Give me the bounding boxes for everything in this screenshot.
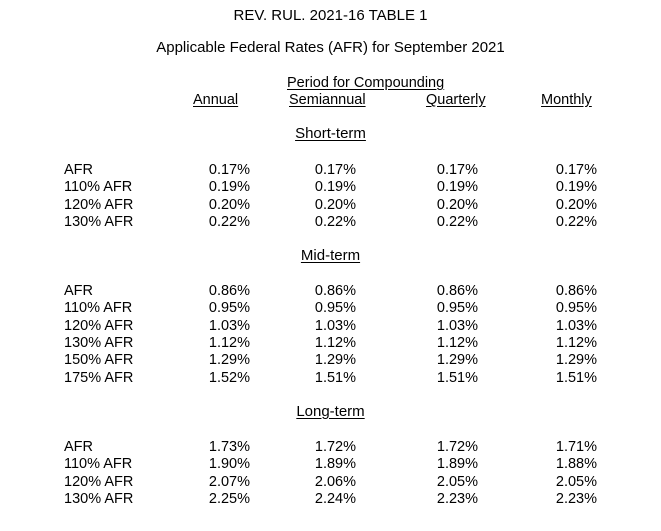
- period-for-compounding-header: Period for Compounding: [287, 75, 445, 91]
- rate-cell: 1.12%: [314, 334, 356, 351]
- rate-cell: 0.22%: [555, 213, 597, 230]
- rate-cell: 0.22%: [208, 213, 250, 230]
- document-subtitle: Applicable Federal Rates (AFR) for Septe…: [156, 39, 505, 56]
- table-row: 150% AFR 1.29% 1.29% 1.29% 1.29%: [0, 352, 661, 369]
- row-label: 130% AFR: [64, 213, 134, 230]
- document-title: REV. RUL. 2021-16 TABLE 1: [233, 7, 428, 24]
- rate-cell: 2.25%: [208, 490, 250, 507]
- row-label: 175% AFR: [64, 369, 134, 386]
- row-label: 120% AFR: [64, 317, 134, 334]
- rate-cell: 1.29%: [314, 352, 356, 369]
- table-row: 110% AFR 0.19% 0.19% 0.19% 0.19%: [0, 179, 661, 196]
- rate-cell: 1.29%: [208, 352, 250, 369]
- rate-cell: 0.86%: [208, 283, 250, 299]
- rate-cell: 0.17%: [314, 162, 356, 178]
- rate-cell: 0.17%: [208, 162, 250, 178]
- rate-cell: 0.20%: [555, 196, 597, 213]
- row-label: 130% AFR: [64, 334, 134, 351]
- table-row: 130% AFR 0.22% 0.22% 0.22% 0.22%: [0, 214, 661, 231]
- table-row: 120% AFR 0.20% 0.20% 0.20% 0.20%: [0, 197, 661, 214]
- rate-cell: 0.17%: [555, 162, 597, 178]
- row-label: AFR: [64, 162, 93, 178]
- rate-cell: 0.95%: [436, 300, 478, 317]
- rate-cell: 0.86%: [436, 283, 478, 299]
- rate-cell: 1.03%: [436, 317, 478, 334]
- rate-cell: 0.20%: [314, 196, 356, 213]
- rate-cell: 1.51%: [314, 369, 356, 386]
- table-row: 130% AFR 2.25% 2.24% 2.23% 2.23%: [0, 491, 661, 508]
- rate-cell: 1.90%: [208, 456, 250, 473]
- table-row: AFR 0.17% 0.17% 0.17% 0.17%: [0, 162, 661, 179]
- rate-cell: 0.19%: [314, 179, 356, 196]
- rate-cell: 0.19%: [208, 179, 250, 196]
- row-label: AFR: [64, 439, 93, 455]
- row-label: 130% AFR: [64, 490, 134, 507]
- table-row: 110% AFR 1.90% 1.89% 1.89% 1.88%: [0, 456, 661, 473]
- row-label: 110% AFR: [64, 456, 133, 473]
- rate-cell: 1.29%: [436, 352, 478, 369]
- rate-cell: 2.06%: [314, 473, 356, 490]
- rate-cell: 0.22%: [436, 213, 478, 230]
- table-row: 120% AFR 1.03% 1.03% 1.03% 1.03%: [0, 318, 661, 335]
- section-heading-short-term: Short-term: [295, 125, 366, 142]
- rate-cell: 0.95%: [314, 300, 356, 317]
- column-header-quarterly: Quarterly: [426, 92, 486, 108]
- table-row: AFR 1.73% 1.72% 1.72% 1.71%: [0, 439, 661, 456]
- table-row: 130% AFR 1.12% 1.12% 1.12% 1.12%: [0, 335, 661, 352]
- row-label: 110% AFR: [64, 300, 133, 317]
- rate-cell: 0.20%: [436, 196, 478, 213]
- rate-cell: 1.51%: [436, 369, 478, 386]
- row-label: AFR: [64, 283, 93, 299]
- column-header-semiannual: Semiannual: [289, 92, 366, 108]
- rate-cell: 2.24%: [314, 490, 356, 507]
- rate-cell: 1.51%: [555, 369, 597, 386]
- rate-cell: 0.86%: [555, 283, 597, 299]
- rate-cell: 1.29%: [555, 352, 597, 369]
- rate-cell: 1.03%: [314, 317, 356, 334]
- rate-cell: 1.12%: [208, 334, 250, 351]
- column-header-monthly: Monthly: [541, 92, 592, 108]
- rate-cell: 2.05%: [436, 473, 478, 490]
- row-label: 120% AFR: [64, 196, 134, 213]
- rate-cell: 0.95%: [208, 300, 250, 317]
- rate-cell: 0.86%: [314, 283, 356, 299]
- rate-cell: 1.71%: [555, 439, 597, 455]
- rate-cell: 1.52%: [208, 369, 250, 386]
- rate-cell: 1.73%: [208, 439, 250, 455]
- rate-cell: 0.95%: [555, 300, 597, 317]
- table-row: AFR 0.86% 0.86% 0.86% 0.86%: [0, 283, 661, 300]
- rate-cell: 0.19%: [436, 179, 478, 196]
- section-heading-long-term: Long-term: [296, 403, 365, 420]
- rate-cell: 2.23%: [436, 490, 478, 507]
- row-label: 110% AFR: [64, 179, 133, 196]
- rate-cell: 2.23%: [555, 490, 597, 507]
- column-header-annual: Annual: [193, 92, 239, 108]
- row-label: 150% AFR: [64, 352, 134, 369]
- rate-cell: 1.03%: [208, 317, 250, 334]
- rate-cell: 1.03%: [555, 317, 597, 334]
- rate-cell: 0.20%: [208, 196, 250, 213]
- rate-cell: 0.19%: [555, 179, 597, 196]
- rate-cell: 0.17%: [436, 162, 478, 178]
- rate-cell: 1.12%: [555, 334, 597, 351]
- table-row: 120% AFR 2.07% 2.06% 2.05% 2.05%: [0, 474, 661, 491]
- rate-cell: 2.05%: [555, 473, 597, 490]
- rate-cell: 1.88%: [555, 456, 597, 473]
- rate-cell: 1.89%: [436, 456, 478, 473]
- section-heading-mid-term: Mid-term: [300, 247, 361, 264]
- rate-cell: 1.89%: [314, 456, 356, 473]
- rate-cell: 0.22%: [314, 213, 356, 230]
- rate-cell: 1.12%: [436, 334, 478, 351]
- table-row: 175% AFR 1.52% 1.51% 1.51% 1.51%: [0, 370, 661, 387]
- rate-cell: 1.72%: [314, 439, 356, 455]
- rate-cell: 1.72%: [436, 439, 478, 455]
- rate-cell: 2.07%: [208, 473, 250, 490]
- table-row: 110% AFR 0.95% 0.95% 0.95% 0.95%: [0, 300, 661, 317]
- row-label: 120% AFR: [64, 473, 134, 490]
